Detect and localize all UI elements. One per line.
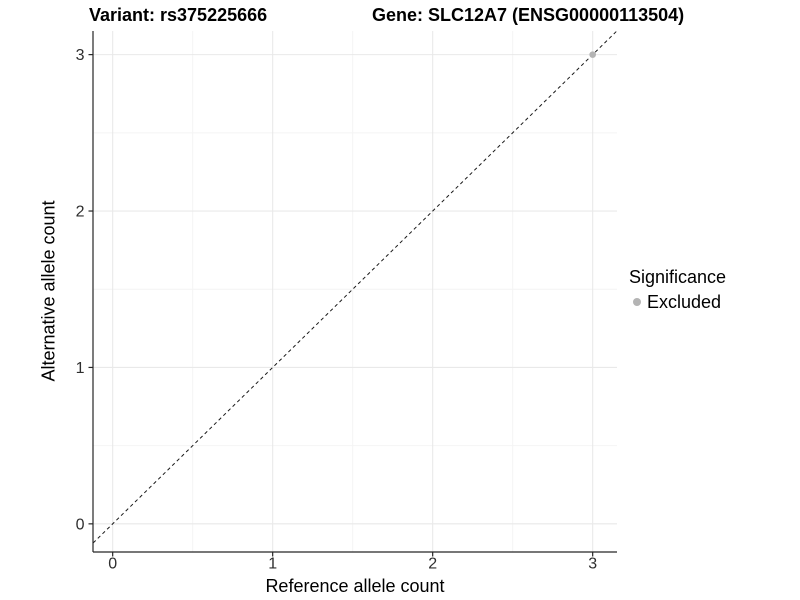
variant-title: Variant: rs375225666 xyxy=(89,5,268,25)
gene-title: Gene: SLC12A7 (ENSG00000113504) xyxy=(372,5,685,25)
y-axis-label: Alternative allele count xyxy=(38,200,59,382)
legend-entry: Excluded xyxy=(629,292,726,314)
legend-title: Significance xyxy=(629,267,727,287)
x-axis-label: Reference allele count xyxy=(265,576,445,596)
x-tick-label: 3 xyxy=(588,556,597,573)
y-tick-label: 0 xyxy=(76,516,85,533)
grid-minor xyxy=(93,31,617,552)
data-point xyxy=(589,51,596,58)
legend-key-dot-icon xyxy=(633,298,641,307)
legend-entries: Excluded xyxy=(629,292,726,314)
x-tick-label: 2 xyxy=(428,556,437,573)
axes xyxy=(88,31,617,557)
y-tick-label: 3 xyxy=(76,47,85,64)
y-tick-label: 2 xyxy=(76,204,85,221)
y-tick-label: 1 xyxy=(76,360,85,377)
x-tick-label: 0 xyxy=(108,556,117,573)
identity-line xyxy=(93,31,617,544)
grid-major xyxy=(93,31,617,552)
tick-labels: 0 1 2 3 0 1 2 3 xyxy=(76,47,598,572)
legend-entry-label: Excluded xyxy=(647,291,722,312)
legend: Significance Excluded xyxy=(629,267,726,313)
x-tick-label: 1 xyxy=(268,556,277,573)
